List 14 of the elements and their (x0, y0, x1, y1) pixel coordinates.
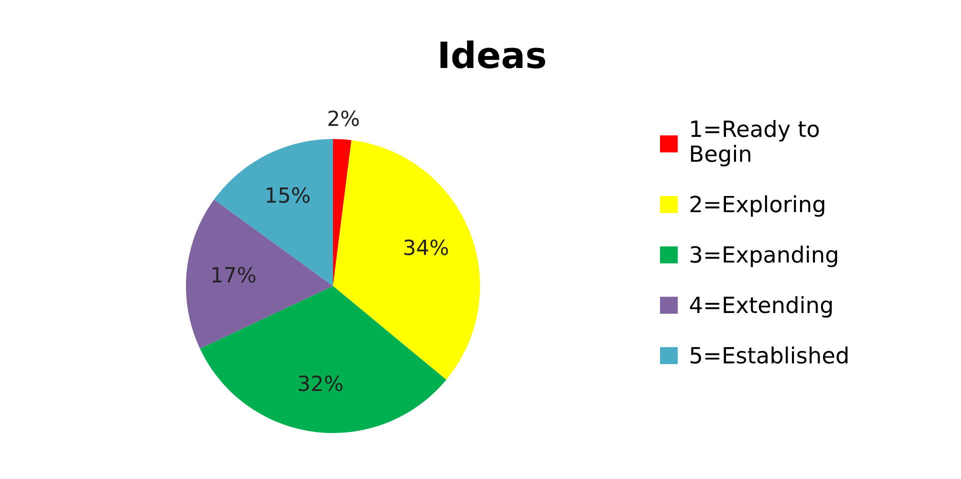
legend-label: 1=Ready to Begin (691, 120, 819, 166)
data-label: 15% (266, 187, 310, 203)
pie-slice (200, 286, 446, 434)
chart-title: Ideas (440, 40, 546, 68)
legend-label: 4=Extending (690, 296, 832, 318)
data-label: 17% (212, 266, 256, 283)
legend-label: 2=Exploring (690, 195, 824, 217)
pie-slice (214, 138, 333, 286)
legend-label: 5=Established (690, 346, 848, 364)
pie-slice (333, 138, 352, 286)
legend-label: 3=Expanding (690, 246, 838, 268)
data-label: 34% (404, 239, 448, 256)
data-label: 2% (328, 110, 359, 126)
data-label: 32% (298, 376, 342, 392)
